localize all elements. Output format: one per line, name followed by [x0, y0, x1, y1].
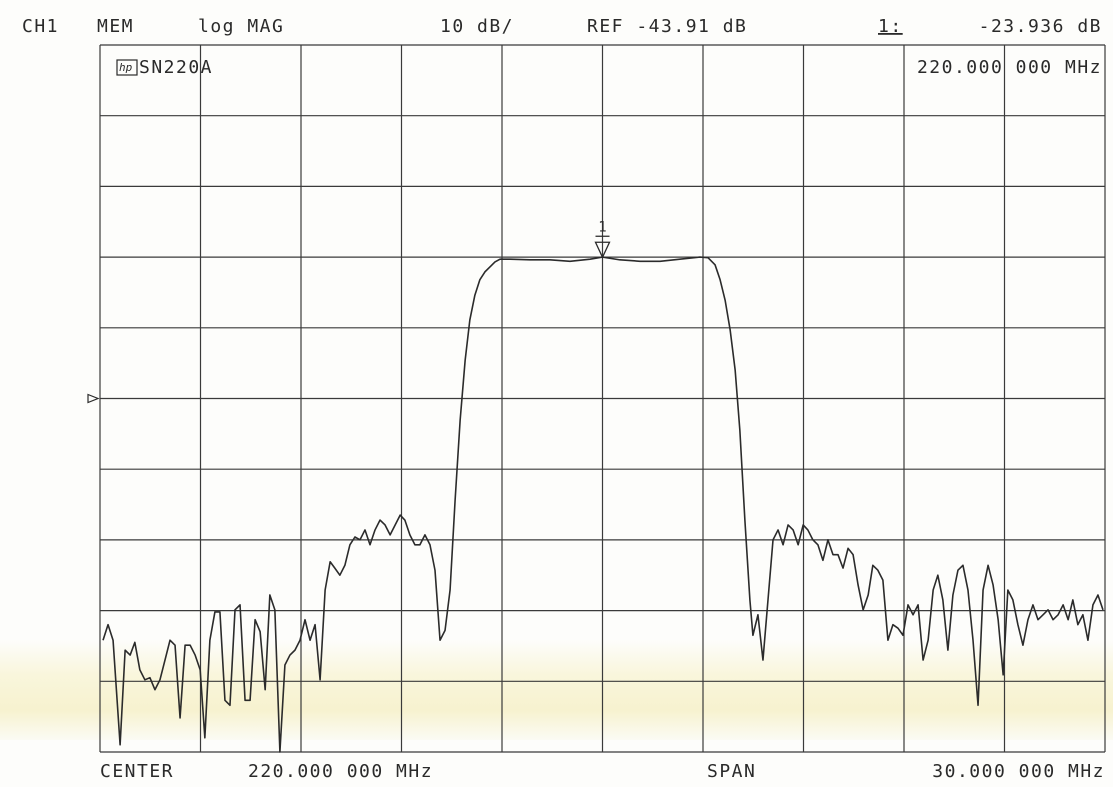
plot: 1 — [87, 219, 1104, 753]
marker — [594, 235, 611, 259]
center-title: CENTER — [100, 761, 174, 782]
channel: CH1 — [22, 16, 59, 37]
center-label: 220.000 000 MHz — [248, 761, 433, 782]
paper-tint — [0, 640, 1113, 740]
marker-label: 1 — [598, 219, 606, 235]
reference-pointer — [87, 393, 100, 404]
title: SN220A — [139, 57, 213, 78]
scale: 10 dB/ — [440, 16, 514, 37]
span-title: SPAN — [707, 761, 756, 782]
format: log MAG — [198, 16, 284, 37]
memory: MEM — [97, 16, 134, 37]
marker-number: 1: — [878, 16, 903, 37]
logo-box — [116, 59, 138, 76]
reference: REF -43.91 dB — [587, 16, 747, 37]
span-label: 30.000 000 MHz — [932, 761, 1105, 782]
marker-readout: -23.936 dB — [979, 16, 1102, 37]
logo: hp — [119, 61, 133, 74]
marker-frequency: 220.000 000 MHz — [917, 57, 1102, 78]
